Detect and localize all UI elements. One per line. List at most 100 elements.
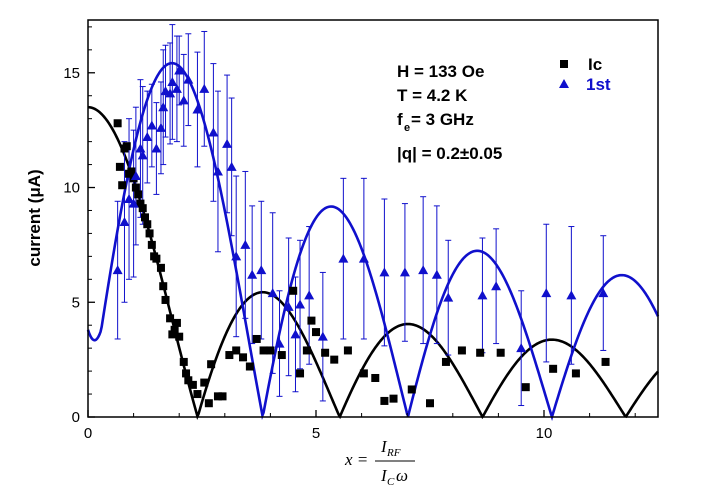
point-ic bbox=[168, 330, 177, 339]
point-ic bbox=[166, 314, 175, 323]
point-1st bbox=[283, 301, 294, 311]
point-ic bbox=[296, 369, 305, 378]
point-1st bbox=[226, 161, 237, 171]
point-ic bbox=[312, 328, 320, 337]
point-ic bbox=[343, 346, 352, 355]
point-1st bbox=[142, 132, 153, 142]
point-ic bbox=[371, 373, 380, 382]
point-1st bbox=[165, 88, 176, 98]
point-ic bbox=[188, 380, 197, 389]
point-1st bbox=[222, 138, 233, 148]
point-ic bbox=[156, 263, 165, 272]
fit-curve-1st bbox=[86, 61, 660, 422]
point-ic bbox=[193, 390, 202, 399]
point-1st bbox=[295, 299, 306, 309]
point-1st bbox=[443, 292, 454, 302]
point-ic bbox=[571, 369, 580, 378]
point-ic bbox=[380, 396, 389, 405]
annotation-charge: |q| = 0.2±0.05 bbox=[397, 144, 502, 163]
point-ic bbox=[521, 383, 530, 392]
y-axis-label: current (μA) bbox=[25, 169, 44, 266]
point-1st bbox=[183, 74, 194, 84]
point-1st bbox=[358, 253, 369, 263]
point-1st bbox=[598, 288, 609, 298]
point-ic bbox=[259, 346, 268, 355]
x-axis-label: x = I RF I C ω bbox=[344, 437, 415, 488]
point-ic bbox=[172, 318, 181, 327]
legend-label-ic: Ic bbox=[588, 55, 602, 74]
point-ic bbox=[170, 325, 179, 334]
point-ic bbox=[184, 376, 193, 385]
point-ic bbox=[225, 351, 234, 360]
point-ic bbox=[179, 357, 188, 366]
point-1st bbox=[267, 288, 278, 298]
y-tick-label: 0 bbox=[72, 409, 80, 426]
svg-text:f: f bbox=[397, 110, 403, 129]
annotation-frequency: f e = 3 GHz bbox=[397, 110, 474, 134]
point-ic bbox=[407, 385, 416, 394]
point-ic bbox=[141, 213, 149, 222]
y-tick-label: 15 bbox=[63, 65, 80, 82]
point-1st bbox=[399, 267, 410, 277]
point-1st bbox=[199, 83, 210, 93]
svg-text:RF: RF bbox=[386, 447, 401, 459]
data-points bbox=[112, 65, 610, 408]
point-1st bbox=[566, 290, 577, 300]
point-ic bbox=[457, 346, 466, 355]
point-ic bbox=[266, 346, 275, 355]
svg-text:ω: ω bbox=[396, 466, 408, 485]
point-1st bbox=[112, 265, 123, 275]
point-ic bbox=[302, 346, 311, 355]
x-tick-label: 0 bbox=[84, 425, 92, 442]
point-1st bbox=[178, 95, 189, 105]
point-1st bbox=[137, 150, 148, 160]
point-ic bbox=[321, 348, 330, 357]
point-ic bbox=[138, 204, 147, 213]
point-ic bbox=[289, 286, 298, 295]
point-ic bbox=[307, 316, 316, 325]
point-ic bbox=[152, 254, 161, 263]
point-ic bbox=[207, 360, 216, 369]
point-1st bbox=[418, 265, 429, 275]
point-ic bbox=[122, 142, 131, 151]
svg-text:I: I bbox=[380, 466, 388, 485]
point-1st bbox=[208, 127, 219, 137]
point-1st bbox=[274, 338, 285, 348]
point-1st bbox=[135, 143, 146, 153]
point-ic bbox=[389, 394, 398, 403]
point-1st bbox=[541, 288, 552, 298]
point-ic bbox=[182, 369, 191, 378]
svg-text:C: C bbox=[387, 476, 395, 488]
legend: Ic 1st bbox=[559, 55, 611, 94]
point-1st bbox=[146, 120, 157, 130]
point-ic bbox=[601, 357, 610, 366]
y-tick-label: 5 bbox=[72, 294, 80, 311]
axes-frame bbox=[87, 19, 659, 418]
point-1st bbox=[317, 331, 328, 341]
x-tick-label: 10 bbox=[536, 425, 553, 442]
point-1st bbox=[171, 83, 182, 93]
point-1st bbox=[155, 122, 166, 132]
point-ic bbox=[252, 334, 261, 343]
point-ic bbox=[145, 229, 154, 238]
point-1st bbox=[192, 104, 203, 114]
point-ic bbox=[127, 167, 136, 176]
point-1st bbox=[167, 76, 178, 86]
plot-area: 0 5 10 0 5 10 15 bbox=[63, 19, 660, 442]
point-ic bbox=[118, 181, 127, 190]
point-1st bbox=[124, 193, 135, 203]
point-ic bbox=[136, 199, 145, 208]
point-ic bbox=[159, 282, 168, 291]
point-ic bbox=[175, 332, 184, 341]
point-1st bbox=[431, 269, 442, 279]
annotation-temperature: T = 4.2 K bbox=[397, 86, 468, 105]
point-ic bbox=[204, 399, 213, 408]
point-ic bbox=[200, 378, 209, 387]
legend-label-1st: 1st bbox=[586, 75, 611, 94]
point-1st bbox=[151, 143, 162, 153]
point-1st bbox=[130, 171, 141, 181]
svg-text:I: I bbox=[380, 437, 388, 456]
point-ic bbox=[213, 392, 222, 401]
point-1st bbox=[491, 281, 502, 291]
point-1st bbox=[338, 253, 349, 263]
